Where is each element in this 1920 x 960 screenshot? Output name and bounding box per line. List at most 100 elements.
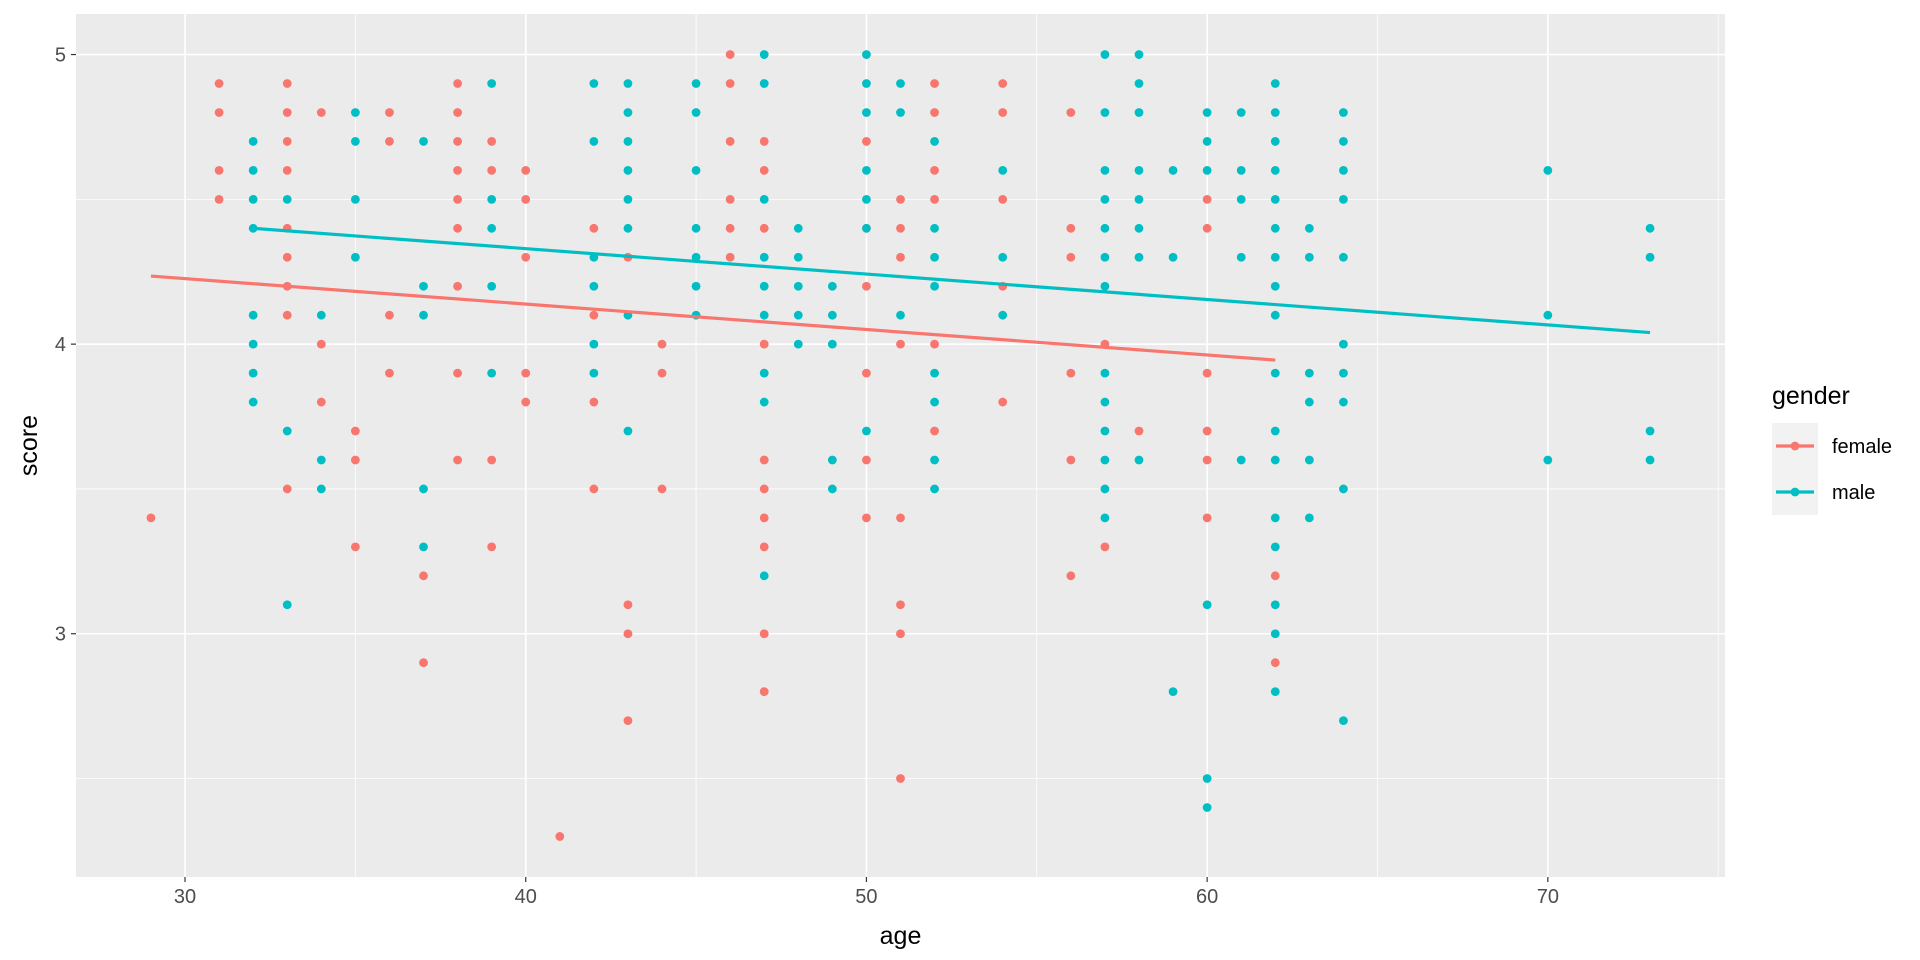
data-point-male	[623, 137, 633, 146]
data-point-female	[1202, 513, 1212, 523]
legend-keys: female male	[1772, 423, 1892, 515]
data-point-male	[1202, 803, 1212, 812]
data-point-male	[1304, 397, 1314, 407]
data-point-female	[1066, 571, 1076, 581]
data-point-male	[1339, 194, 1348, 204]
trend-line-female	[150, 274, 1276, 362]
data-point-male	[1339, 339, 1348, 349]
data-point-male	[1100, 223, 1110, 233]
data-point-male	[248, 310, 258, 320]
data-point-female	[759, 455, 769, 465]
data-point-male	[589, 339, 599, 349]
data-point-male	[1236, 455, 1246, 465]
data-point-female	[862, 513, 871, 523]
data-point-male	[1339, 165, 1348, 175]
data-point-female	[385, 310, 394, 320]
data-point-female	[282, 79, 292, 88]
data-point-male	[862, 108, 871, 117]
data-point-female	[1100, 542, 1110, 552]
legend-key-point-female	[1790, 441, 1800, 451]
data-point-male	[759, 194, 769, 204]
data-point-male	[1339, 368, 1348, 378]
data-point-female	[316, 108, 326, 117]
data-point-male	[1100, 426, 1110, 436]
data-point-female	[589, 484, 599, 494]
data-point-male	[1339, 397, 1348, 407]
data-point-female	[214, 165, 224, 175]
data-points	[146, 50, 1655, 841]
y-axis-title: score	[15, 415, 43, 476]
data-point-male	[1168, 252, 1178, 262]
data-point-male	[930, 137, 939, 146]
data-point-male	[248, 397, 258, 407]
data-point-male	[316, 310, 326, 320]
data-point-female	[1066, 455, 1076, 465]
axis-ticks	[71, 53, 1549, 882]
data-point-female	[521, 194, 531, 204]
data-point-female	[1202, 455, 1212, 465]
data-point-male	[759, 281, 769, 291]
data-point-male	[1339, 108, 1348, 117]
data-point-female	[759, 542, 769, 552]
x-tick-label: 30	[174, 886, 196, 908]
data-point-female	[725, 79, 735, 88]
data-point-female	[282, 108, 292, 117]
data-point-female	[930, 194, 939, 204]
data-point-male	[1270, 79, 1280, 88]
data-point-male	[248, 165, 258, 175]
data-point-male	[1100, 484, 1110, 494]
data-point-female	[453, 194, 462, 204]
data-point-male	[1270, 310, 1280, 320]
data-point-female	[896, 629, 905, 639]
data-point-female	[998, 79, 1008, 88]
data-point-male	[1270, 223, 1280, 233]
data-point-male	[1304, 455, 1314, 465]
data-point-male	[1168, 165, 1178, 175]
data-point-male	[862, 165, 871, 175]
data-point-male	[1645, 426, 1655, 436]
data-point-male	[1202, 137, 1212, 146]
data-point-male	[1100, 455, 1110, 465]
data-point-male	[1134, 79, 1144, 88]
data-point-male	[1134, 165, 1144, 175]
data-point-male	[1134, 50, 1144, 59]
data-point-female	[1066, 252, 1076, 262]
legend-title: gender	[1772, 382, 1850, 410]
data-point-male	[1645, 252, 1655, 262]
data-point-male	[623, 165, 633, 175]
x-axis-title: age	[880, 922, 922, 950]
data-point-male	[316, 455, 326, 465]
data-point-male	[419, 542, 428, 552]
data-point-male	[623, 79, 633, 88]
data-point-female	[896, 194, 905, 204]
data-point-female	[862, 368, 871, 378]
data-point-female	[214, 79, 224, 88]
data-point-male	[282, 194, 292, 204]
legend: gender female male	[1772, 382, 1892, 515]
data-point-male	[691, 281, 701, 291]
data-point-male	[487, 368, 497, 378]
data-point-female	[759, 513, 769, 523]
data-point-male	[419, 484, 428, 494]
data-point-male	[623, 426, 633, 436]
data-point-female	[930, 165, 939, 175]
data-point-male	[487, 79, 497, 88]
data-point-female	[759, 137, 769, 146]
data-point-male	[419, 310, 428, 320]
data-point-male	[1100, 397, 1110, 407]
data-point-female	[555, 832, 565, 841]
data-point-female	[759, 339, 769, 349]
data-point-female	[896, 339, 905, 349]
data-point-female	[759, 484, 769, 494]
data-point-female	[725, 223, 735, 233]
data-point-male	[1304, 223, 1314, 233]
data-point-female	[1202, 223, 1212, 233]
data-point-female	[487, 137, 497, 146]
data-point-male	[793, 223, 803, 233]
data-point-female	[862, 455, 871, 465]
data-point-female	[453, 79, 462, 88]
data-point-female	[385, 108, 394, 117]
data-point-male	[862, 79, 871, 88]
data-point-male	[1270, 194, 1280, 204]
data-point-female	[521, 368, 531, 378]
